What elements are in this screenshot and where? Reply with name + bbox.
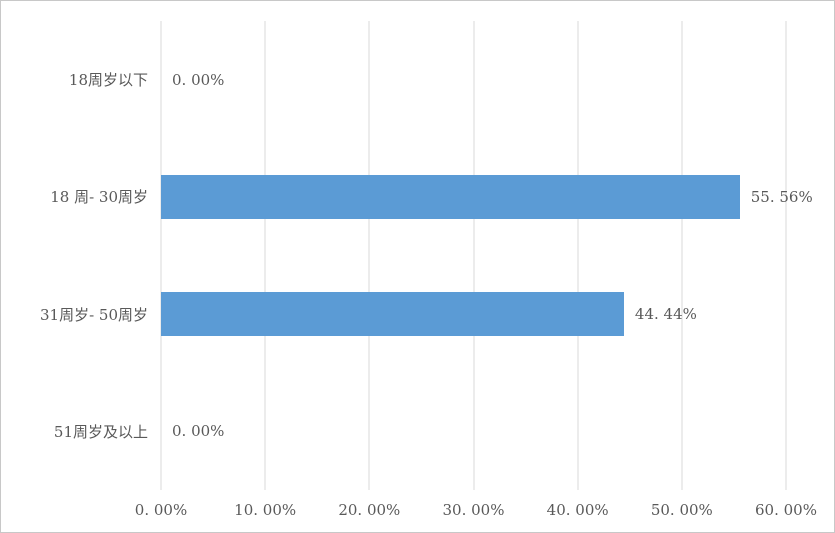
plot-area [160,21,787,490]
bar-track: 55. 56% [161,138,813,255]
bar-row: 18 周- 30周岁 55. 56% [1,138,813,255]
bar-track: 0. 00% [161,21,786,138]
value-label: 55. 56% [750,187,813,206]
x-tick-label: 30. 00% [442,501,505,519]
category-label: 18周岁以下 [68,71,148,90]
x-tick-label: 10. 00% [234,501,297,519]
category-label: 18 周- 30周岁 [50,188,148,207]
gridline [681,21,683,490]
value-label: 0. 00% [172,422,225,441]
bar-track: 44. 44% [161,256,786,373]
bar-row: 51周岁及以上 0. 00% [1,373,786,490]
gridline [473,21,474,490]
category-label: 31周岁- 50周岁 [39,305,148,324]
bar [161,292,624,337]
bar [161,174,740,219]
gridline [264,21,266,490]
category-label: 51周岁及以上 [53,422,148,441]
gridline [785,21,787,490]
x-tick-label: 0. 00% [134,501,188,519]
x-tick-label: 40. 00% [546,501,609,519]
bars-container: 18周岁以下 0. 00% 18 周- 30周岁 55. 56% 31周岁- 50周岁 4… [1,21,813,490]
x-axis: 0. 00% 10. 00% 20. 00% 30. 00% 40. 00% 50. 00… [135,497,817,523]
gridline [577,21,579,490]
gridline [160,21,162,490]
value-label: 0. 00% [172,70,225,89]
x-tick-label: 60. 00% [755,501,817,519]
x-tick-label: 20. 00% [338,501,401,519]
gridline [368,21,370,490]
value-label: 44. 44% [634,305,697,324]
x-tick-label: 50. 00% [650,501,713,519]
bar-row: 31周岁- 50周岁 44. 44% [1,256,786,373]
bar-track: 0. 00% [161,373,786,490]
bar-row: 18周岁以下 0. 00% [1,21,786,138]
